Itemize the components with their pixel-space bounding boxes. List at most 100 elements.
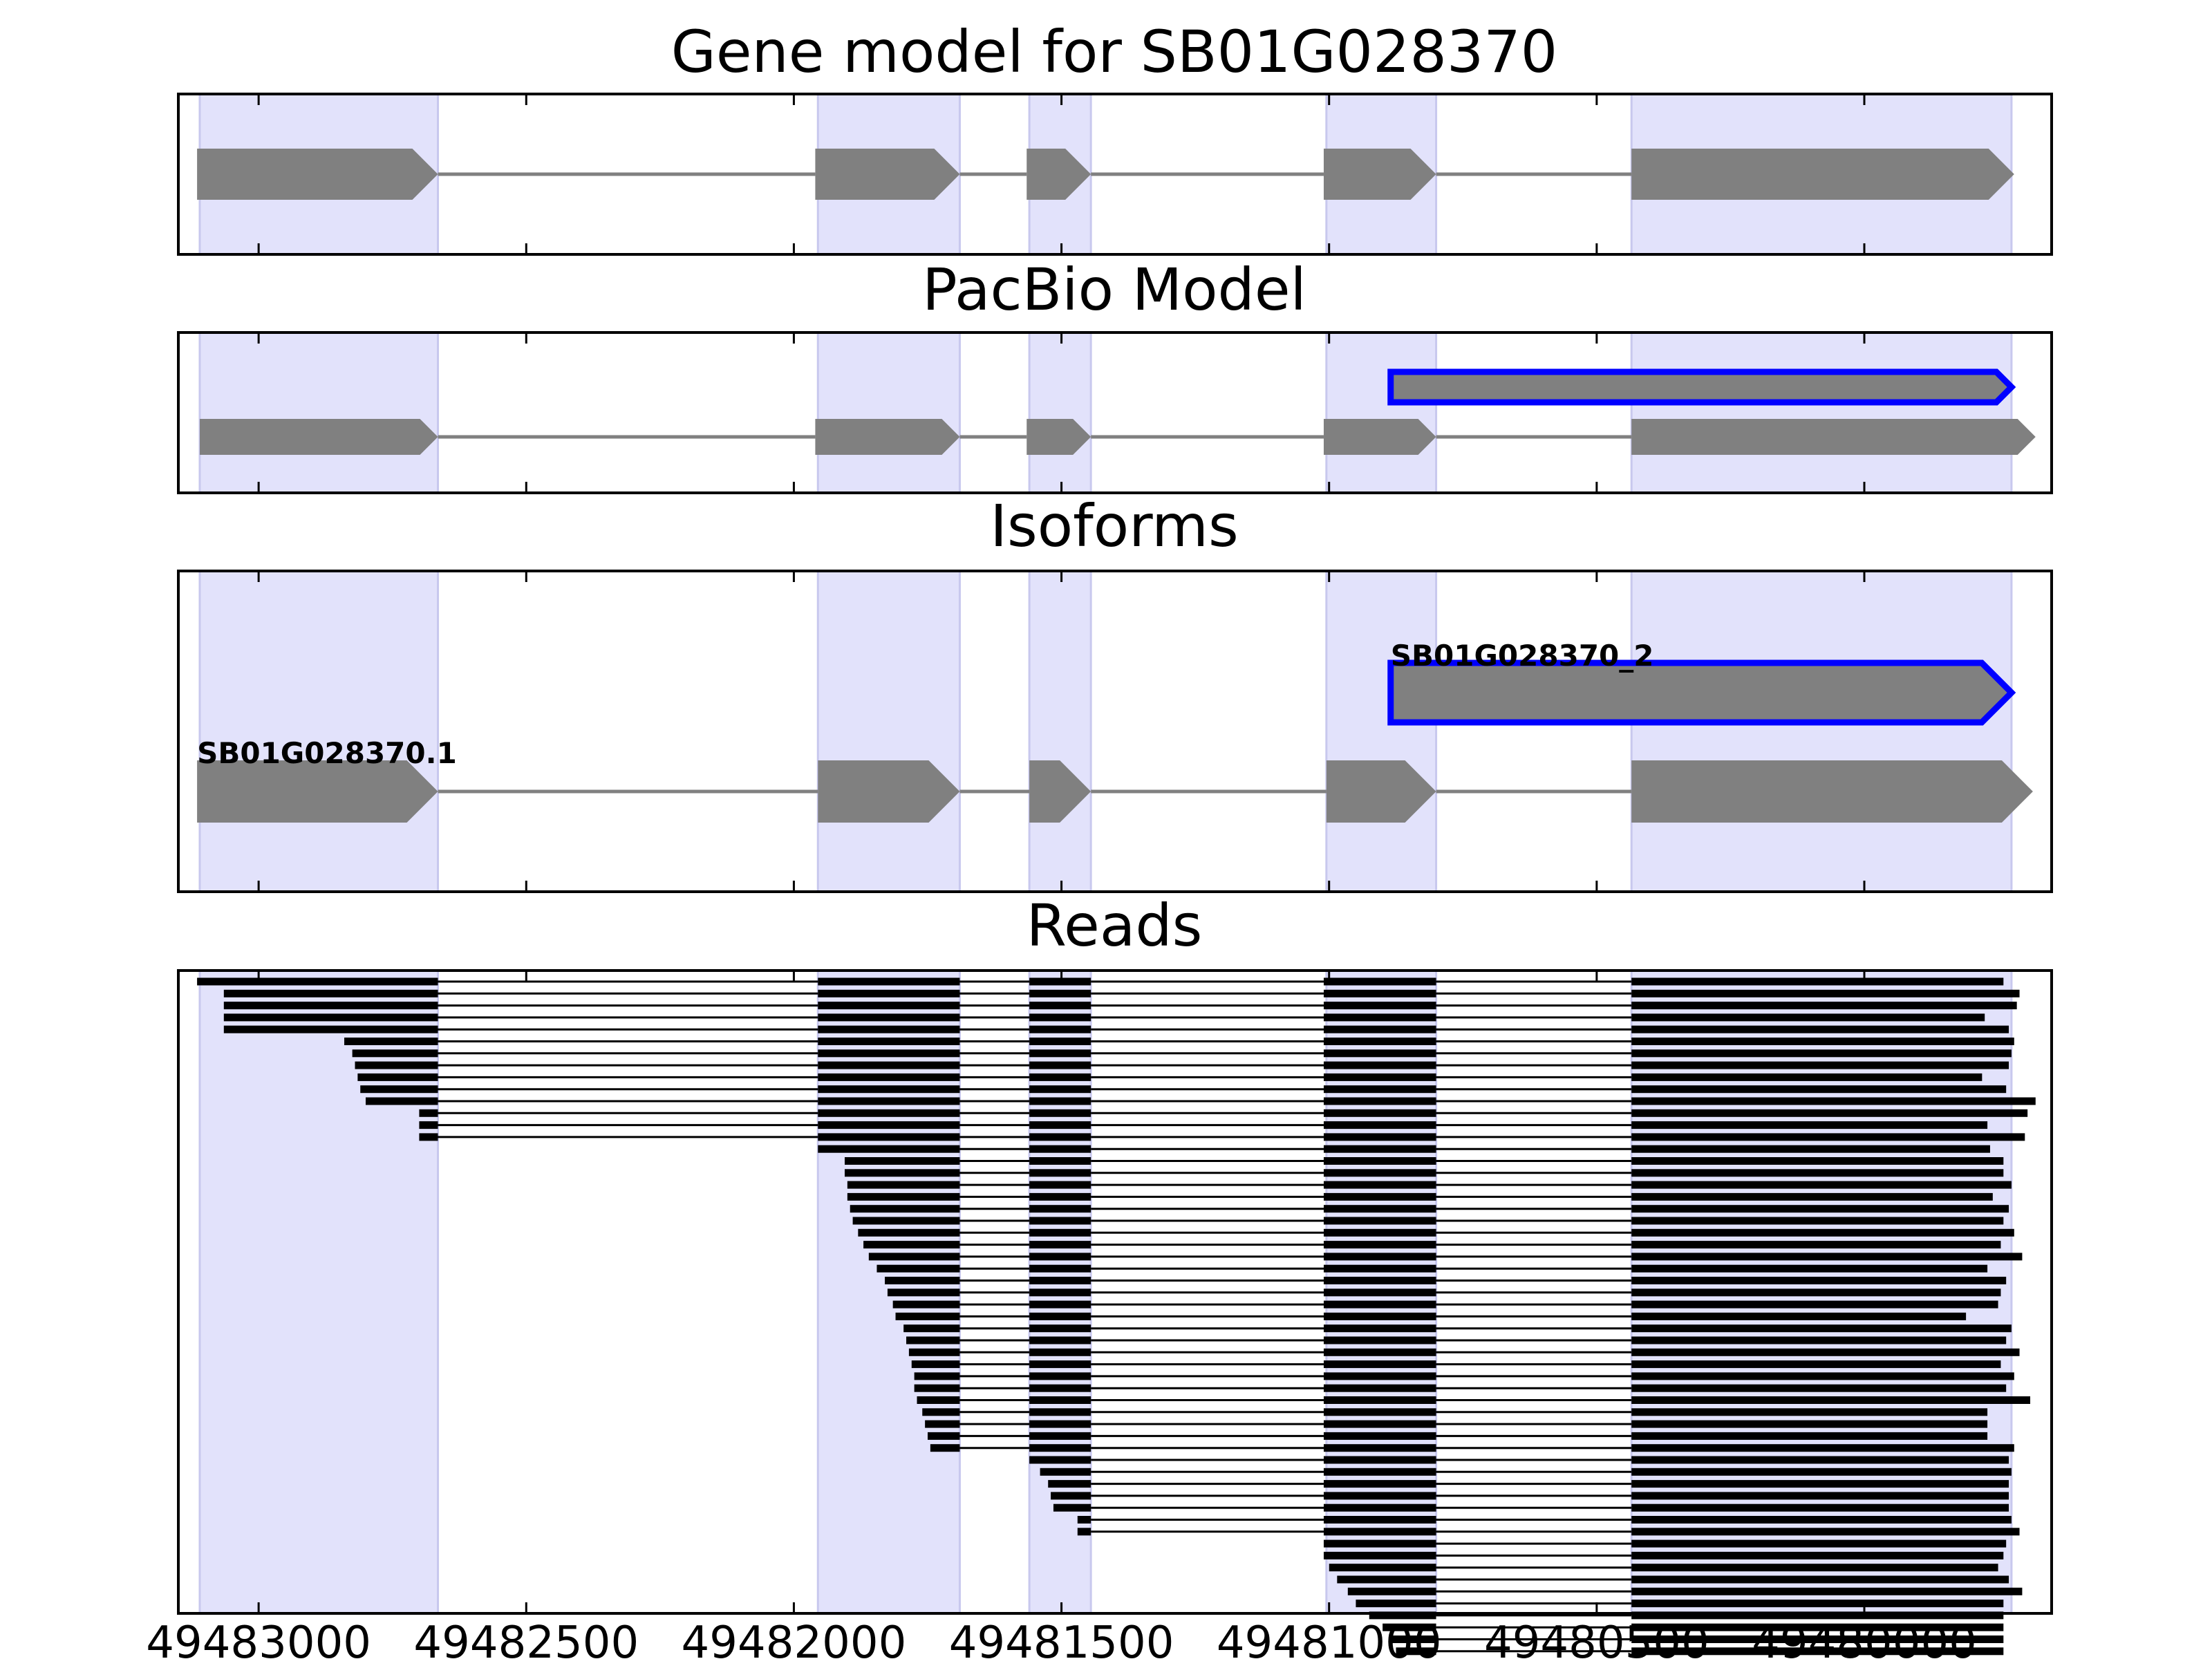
gene-model-track	[197, 149, 2014, 200]
read-block	[1029, 1217, 1091, 1225]
read-block	[1323, 1312, 1436, 1320]
read-block	[1029, 1169, 1091, 1177]
read-block	[1631, 1217, 2004, 1225]
read-block	[1029, 1241, 1091, 1249]
read-block	[1631, 1623, 2004, 1631]
read-block	[1323, 1253, 1436, 1261]
read-block	[1029, 1396, 1091, 1404]
read-block	[1029, 1013, 1091, 1022]
read-block	[1631, 1277, 2007, 1284]
isoform-label: SB01G028370_2	[1391, 639, 1654, 673]
read-block	[1347, 1587, 1436, 1595]
isoforms-title: Isoforms	[990, 492, 1239, 560]
read-block	[868, 1253, 960, 1261]
read-block	[1029, 1420, 1091, 1428]
reads-ticks	[257, 971, 1866, 1613]
read-block	[1631, 1038, 2014, 1045]
read-block	[419, 1133, 438, 1141]
read-block	[1323, 1384, 1436, 1392]
read-block	[922, 1408, 960, 1416]
read-block	[1396, 1647, 1436, 1656]
read-block	[1029, 1277, 1091, 1284]
read-block	[1029, 989, 1091, 997]
x-tick-label: 49481500	[949, 1618, 1174, 1659]
exon-block	[197, 149, 438, 200]
highlight-band	[198, 331, 440, 494]
read-block	[1631, 1145, 1990, 1153]
read-block	[818, 1133, 960, 1141]
read-block	[818, 989, 960, 997]
read-block	[1631, 1109, 2028, 1117]
read-block	[1323, 1372, 1436, 1380]
read-block	[1323, 1013, 1436, 1022]
read-block	[1323, 1121, 1436, 1130]
exon-block	[1323, 149, 1436, 200]
read-block	[1029, 1049, 1091, 1058]
read-block	[1323, 1551, 1436, 1559]
read-block	[930, 1444, 960, 1452]
read-block	[1631, 1264, 1988, 1273]
pacbio-ticks	[257, 332, 1866, 493]
read-block	[885, 1277, 960, 1284]
reads-frame	[177, 969, 2053, 1615]
read-block	[419, 1121, 438, 1130]
read-block	[1323, 977, 1436, 986]
read-block	[1323, 1133, 1436, 1141]
read-block	[1029, 1324, 1091, 1333]
read-block	[1323, 1408, 1436, 1416]
pacbio-model-panel: PacBio Model	[177, 256, 2053, 494]
highlight-band	[198, 570, 440, 893]
read-block	[1029, 1192, 1091, 1201]
read-block	[1631, 1312, 1967, 1320]
read-block	[1631, 1002, 2017, 1010]
read-block	[1323, 1277, 1436, 1284]
read-block	[1048, 1480, 1091, 1488]
x-tick-label: 49480000	[1752, 1618, 1977, 1659]
read-block	[1631, 1085, 2007, 1094]
read-block	[908, 1348, 960, 1356]
read-block	[1029, 1073, 1091, 1081]
read-block	[1323, 1480, 1436, 1488]
read-block	[1631, 1503, 2009, 1512]
read-block	[818, 1073, 960, 1081]
x-tick-label: 49480500	[1484, 1618, 1709, 1659]
read-block	[847, 1192, 960, 1201]
read-block	[1029, 1061, 1091, 1069]
gene-model-ticks	[257, 94, 1866, 254]
read-block	[1323, 1145, 1436, 1153]
read-block	[1329, 1564, 1436, 1572]
read-block	[818, 1049, 960, 1058]
read-block	[1390, 1635, 1436, 1643]
read-block	[1631, 1551, 2004, 1559]
read-block	[1631, 1635, 2004, 1643]
read-block	[1029, 1408, 1091, 1416]
read-block	[1323, 1061, 1436, 1069]
read-block	[1323, 1264, 1436, 1273]
read-block	[877, 1264, 960, 1273]
read-block	[1631, 1205, 2009, 1213]
read-block	[1356, 1600, 1436, 1608]
highlight-band	[1630, 570, 2013, 893]
read-block	[1323, 1002, 1436, 1010]
x-tick-label: 49483000	[146, 1618, 371, 1659]
read-block	[1369, 1611, 1436, 1620]
read-block	[1029, 1312, 1091, 1320]
exon-block	[199, 419, 438, 455]
isoforms-track: SB01G028370.1 SB01G028370_2	[197, 639, 2033, 823]
highlight-band	[1630, 331, 2013, 494]
highlight-band	[816, 331, 961, 494]
read-block	[1631, 1336, 2007, 1344]
read-block	[818, 1013, 960, 1022]
read-block	[1029, 1109, 1091, 1117]
read-block	[1029, 1157, 1091, 1165]
exon-block	[1029, 760, 1091, 823]
read-block	[1029, 1348, 1091, 1356]
read-block	[357, 1073, 438, 1081]
read-block	[1323, 1324, 1436, 1333]
isoforms-ticks	[257, 571, 1866, 892]
read-block	[903, 1324, 960, 1333]
read-block	[355, 1061, 438, 1069]
read-block	[1029, 1181, 1091, 1189]
read-block	[1323, 1444, 1436, 1452]
